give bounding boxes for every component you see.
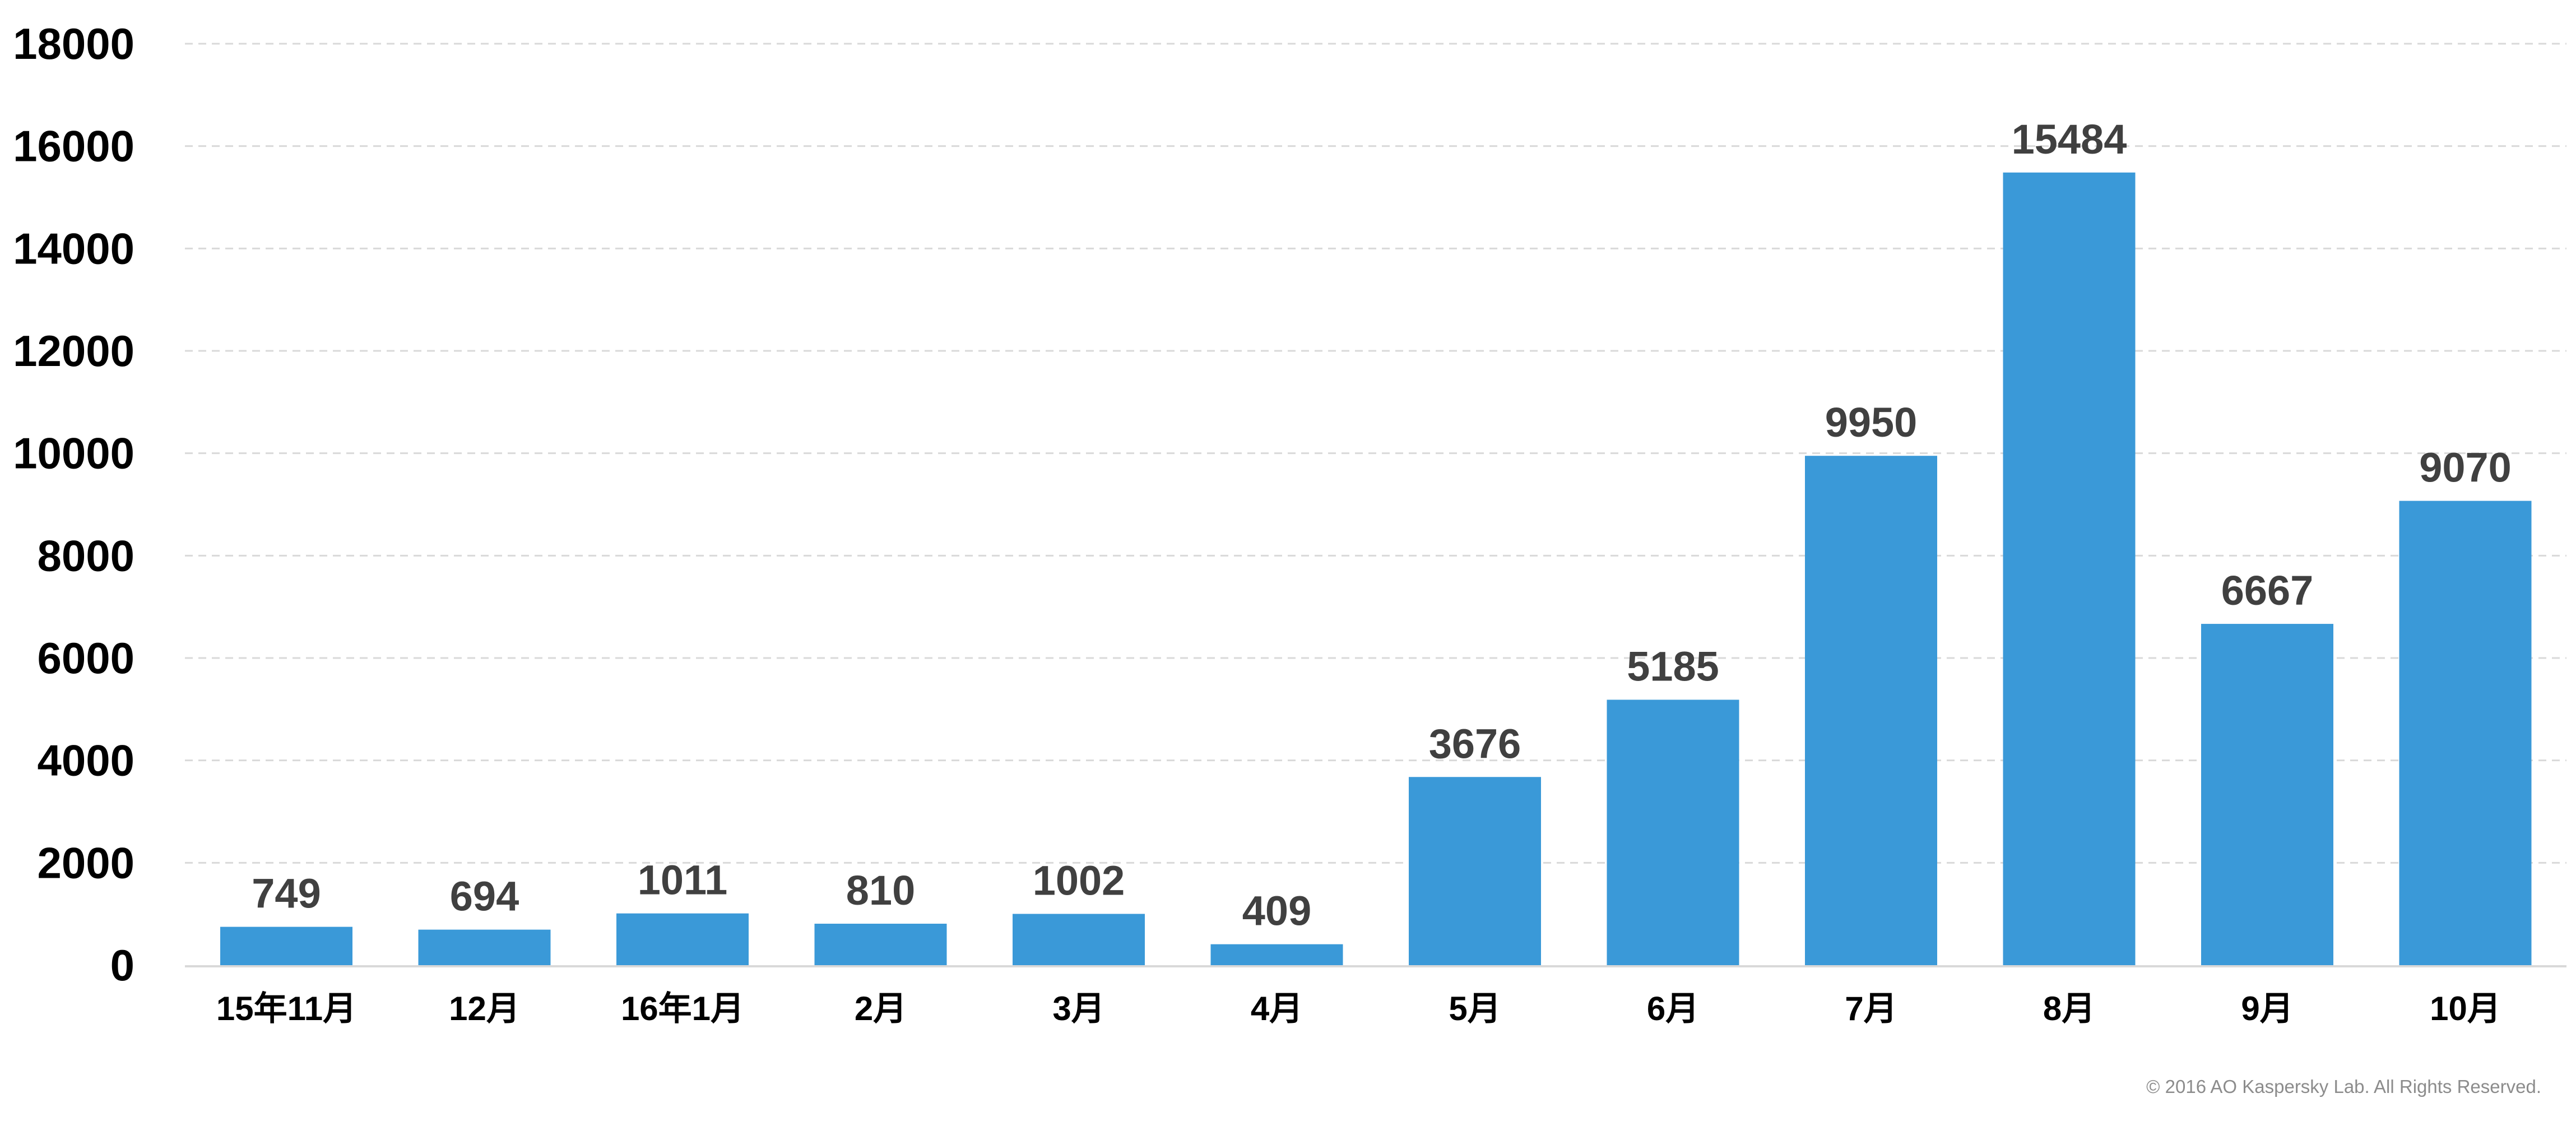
bar: [616, 913, 749, 965]
data-label: 9950: [1825, 399, 1918, 446]
bar: [814, 924, 947, 965]
y-tick-label: 8000: [37, 531, 134, 580]
data-label: 1011: [638, 857, 728, 904]
y-tick-label: 2000: [37, 838, 134, 887]
y-tick-label: 10000: [13, 429, 134, 478]
x-tick-label: 2月: [855, 990, 907, 1027]
data-label: 694: [450, 873, 519, 920]
y-tick-label: 16000: [13, 122, 134, 171]
data-label: 409: [1242, 888, 1311, 934]
bar: [2003, 172, 2136, 965]
bar: [1805, 456, 1937, 965]
x-tick-label: 7月: [1845, 990, 1897, 1027]
x-tick-label: 10月: [2430, 990, 2501, 1027]
data-label: 6667: [2221, 567, 2314, 614]
y-tick-label: 18000: [13, 19, 134, 68]
bar: [1210, 944, 1343, 965]
data-label: 749: [252, 870, 321, 917]
bar: [1013, 914, 1145, 965]
x-tick-label: 6月: [1647, 990, 1699, 1027]
x-tick-label: 9月: [2241, 990, 2293, 1027]
y-tick-label: 12000: [13, 326, 134, 376]
y-tick-label: 0: [110, 941, 134, 990]
bar: [2201, 624, 2333, 965]
y-tick-label: 4000: [37, 736, 134, 785]
data-label: 810: [846, 867, 915, 914]
bar: [2399, 501, 2532, 965]
data-label: 3676: [1429, 720, 1521, 767]
x-tick-label: 8月: [2043, 990, 2095, 1027]
bar: [1409, 777, 1541, 965]
data-label: 9070: [2419, 444, 2512, 491]
bar: [1607, 699, 1739, 965]
data-label: 1002: [1033, 857, 1125, 904]
y-axis-ticks: 0 2000 4000 6000 8000 10000 12000 14000 16000 180…: [13, 19, 134, 990]
y-tick-label: 14000: [13, 224, 134, 273]
x-axis-ticks: 15年11月 12月 16年1月 2月 3月 4月 5月 6月 7月 8月 9月 10月: [216, 990, 2501, 1027]
x-tick-label: 16年1月: [621, 990, 744, 1027]
bar: [220, 926, 352, 965]
data-label: 5185: [1627, 643, 1719, 689]
y-tick-label: 6000: [37, 633, 134, 683]
x-tick-label: 4月: [1251, 990, 1303, 1027]
bars: [220, 172, 2532, 965]
bar: [418, 929, 551, 965]
data-label: 15484: [2012, 116, 2127, 163]
x-tick-label: 3月: [1052, 990, 1104, 1027]
x-tick-label: 12月: [449, 990, 520, 1027]
grid-lines: [185, 43, 2566, 864]
x-tick-label: 15年11月: [216, 990, 356, 1027]
x-tick-label: 5月: [1449, 990, 1501, 1027]
data-labels: 749 694 1011 810 1002 409 3676 5185 9950 15484 666…: [252, 116, 2512, 934]
copyright-text: © 2016 AO Kaspersky Lab. All Rights Rese…: [2146, 1076, 2541, 1097]
